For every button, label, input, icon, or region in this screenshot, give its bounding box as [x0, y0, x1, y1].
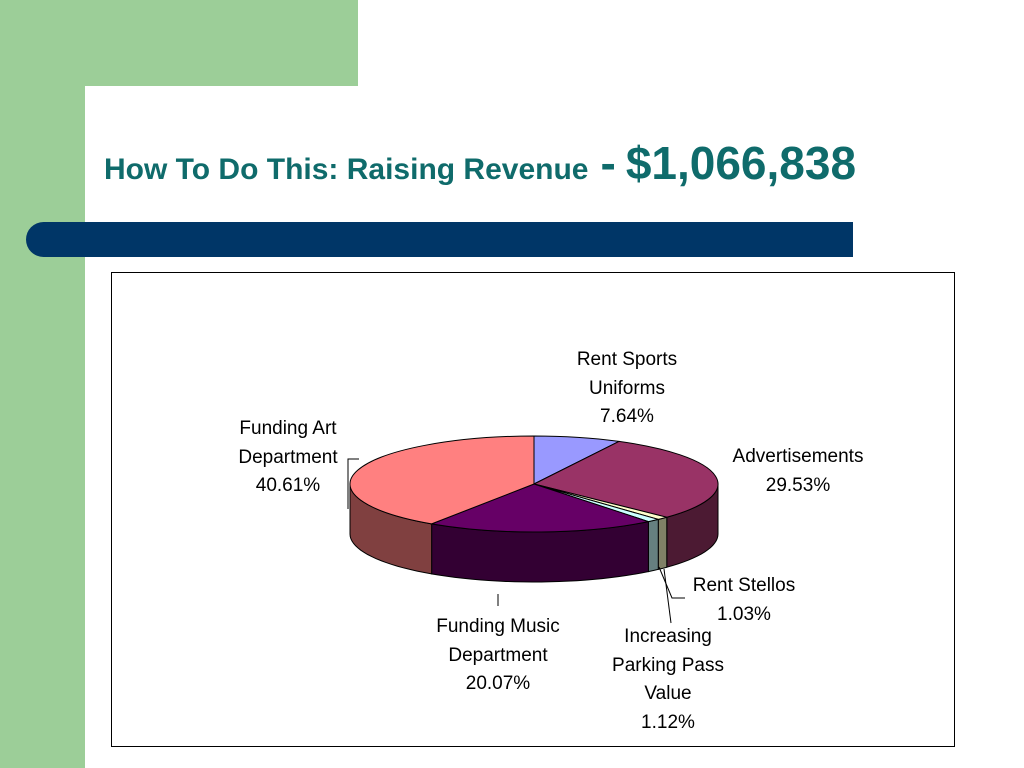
title-main-text: How To Do This: Raising Revenue: [104, 153, 589, 186]
pie-label-name: Parking Pass: [612, 654, 724, 676]
pie-label-0: Rent Sports Uniforms 7.64%: [577, 346, 677, 432]
leader-line-0: [347, 458, 359, 509]
pie-label-name: Value: [644, 683, 692, 704]
pie-label-percent: 1.12%: [641, 711, 695, 733]
pie-label-name: Rent Sports: [576, 349, 678, 370]
pie-top-faces: [349, 435, 719, 533]
pie-label-percent: 29.53%: [765, 474, 831, 496]
pie-chart: [347, 435, 719, 624]
pie-label-4: Funding Music Department 20.07%: [436, 613, 560, 699]
pie-label-percent: 7.64%: [600, 406, 654, 427]
pie-label-name: Increasing: [624, 626, 712, 647]
slide-title: How To Do This: Raising Revenue - $1,066,8…: [104, 140, 856, 186]
pie-label-1: Advertisements 29.53%: [733, 443, 864, 500]
pie-label-5: Funding Art Department 40.61%: [238, 415, 337, 501]
pie-label-percent: 20.07%: [465, 673, 531, 694]
pie-label-name: Advertisements: [732, 446, 864, 467]
pie-label-3: Increasing Parking Pass Value 1.12%: [612, 623, 724, 737]
pie-label-2: Rent Stellos 1.03%: [693, 572, 795, 629]
pie-label-name: Funding Art: [239, 418, 337, 439]
leader-line-3: [663, 568, 672, 624]
pie-label-percent: 1.03%: [717, 603, 771, 625]
title-revenue-value: $1,066,838: [625, 137, 857, 189]
decor-green-left: [0, 0, 85, 768]
pie-label-name: Department: [238, 446, 338, 468]
title-separator: -: [600, 137, 616, 189]
pie-side-walls: [349, 483, 719, 583]
title-underline-bar: [26, 222, 853, 257]
pie-side-2: [657, 516, 668, 571]
pie-slice-5: [349, 435, 535, 525]
pie-side-3: [647, 518, 659, 573]
pie-leader-lines: [347, 458, 685, 624]
pie-label-name: Department: [448, 644, 548, 666]
pie-slice-4: [429, 483, 651, 533]
pie-label-name: Uniforms: [588, 377, 666, 399]
pie-slice-1: [532, 440, 719, 518]
pie-label-name: Rent Stellos: [692, 575, 796, 596]
chart-frame: Rent Sports Uniforms 7.64% Advertisements 29…: [111, 272, 955, 747]
leader-line-2: [658, 566, 685, 599]
pie-label-name: Funding Music: [436, 616, 560, 637]
pie-label-percent: 40.61%: [255, 475, 321, 496]
